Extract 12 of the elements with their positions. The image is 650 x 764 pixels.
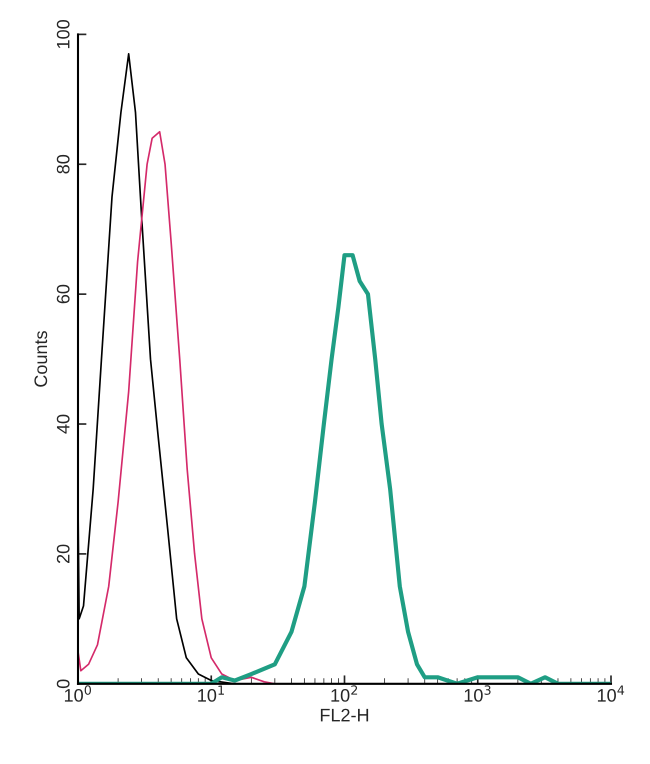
y-tick-label: 80 xyxy=(56,154,70,174)
y-axis-title: Counts xyxy=(34,331,48,387)
y-tick-label: 0 xyxy=(56,679,70,688)
y-tick-label: 40 xyxy=(56,414,70,434)
y-tick-label: 100 xyxy=(56,20,70,48)
y-tick-label: 20 xyxy=(56,544,70,564)
x-tick-label: 10$^{2}$ xyxy=(331,685,358,702)
x-tick-label: 10$^{1}$ xyxy=(198,685,224,702)
x-tick-label: 10$^{4}$ xyxy=(598,685,624,702)
y-tick-label: 60 xyxy=(56,284,70,304)
x-tick-label: 10$^{3}$ xyxy=(464,685,491,702)
x-axis-title: FL2-H xyxy=(320,708,368,722)
